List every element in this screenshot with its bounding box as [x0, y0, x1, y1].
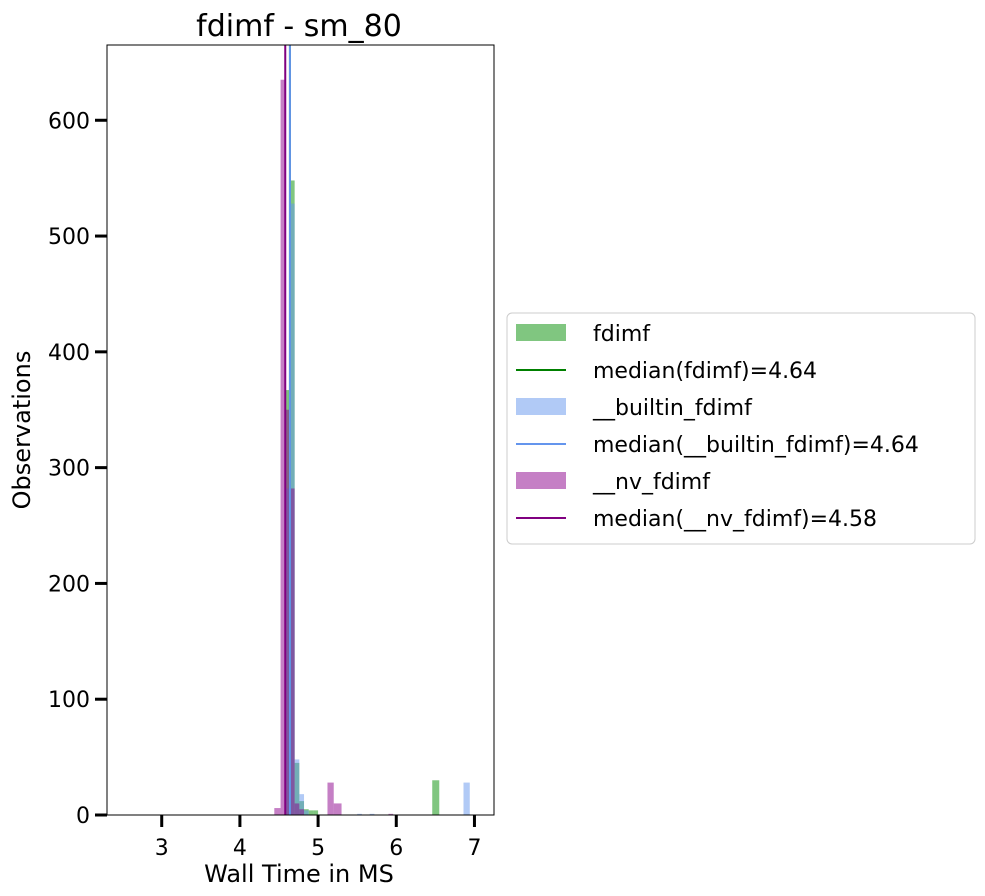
y-tick-label-1: 100 — [48, 688, 90, 713]
legend-swatch-0 — [516, 324, 566, 341]
y-tick-label-6: 600 — [48, 109, 90, 134]
legend-label-4: __nv_fdimf — [592, 470, 711, 495]
bar-series-4-bin-0 — [274, 808, 281, 815]
bar-series-4-bin-5 — [299, 809, 305, 815]
bar-series-4-bin-6 — [327, 782, 334, 815]
legend-label-3: median(__builtin_fdimf)=4.64 — [593, 433, 919, 458]
plot-area — [106, 44, 495, 816]
bar-series-2-bin-7 — [463, 782, 470, 815]
plot-frame — [106, 44, 495, 816]
x-tick-label-1: 4 — [233, 836, 247, 861]
legend-box — [506, 312, 976, 545]
bar-series-2-bin-5 — [357, 813, 362, 815]
x-tick-label-2: 5 — [311, 836, 325, 861]
bar-series-4-bin-7 — [333, 803, 342, 815]
x-tick-label-4: 7 — [467, 836, 481, 861]
x-axis: 3 4 5 6 7 — [155, 815, 481, 861]
y-axis-label: Observations — [8, 351, 36, 510]
bar-series-4-bin-4 — [294, 803, 300, 815]
bar-series-2-bin-2 — [294, 759, 300, 815]
y-tick-label-4: 400 — [48, 341, 90, 366]
bar-series-2-bin-6 — [369, 813, 375, 815]
legend-label-1: median(fdimf)=4.64 — [593, 359, 817, 384]
x-tick-label-3: 6 — [389, 836, 403, 861]
chart-title: fdimf - sm_80 — [196, 9, 402, 44]
bar-series-2-bin-3 — [299, 794, 305, 815]
legend-label-5: median(__nv_fdimf)=4.58 — [593, 507, 877, 532]
bar-series-0-bin-5 — [308, 810, 314, 815]
bar-series-0-bin-6 — [313, 810, 319, 815]
y-tick-label-3: 300 — [48, 457, 90, 482]
legend-label-2: __builtin_fdimf — [592, 396, 753, 421]
bar-series-4-bin-8 — [388, 813, 394, 815]
legend: fdimf median(fdimf)=4.64 __builtin_fdimfme… — [506, 312, 976, 545]
legend-swatch-4 — [516, 472, 566, 489]
y-tick-label-0: 0 — [76, 804, 90, 829]
y-axis: 0 100 200 300 400 500 600 — [48, 109, 107, 829]
bar-series-0-bin-7 — [432, 780, 440, 815]
bar-series-4-bin-2 — [285, 409, 290, 815]
legend-label-0: fdimf — [593, 322, 651, 347]
y-tick-label-5: 500 — [48, 225, 90, 250]
bar-series-4-bin-1 — [280, 79, 286, 816]
x-axis-label: Wall Time in MS — [204, 860, 394, 888]
bar-series-4-bin-3 — [289, 488, 295, 815]
x-tick-label-0: 3 — [155, 836, 169, 861]
legend-swatch-2 — [516, 398, 566, 415]
bar-series-2-bin-4 — [304, 810, 309, 815]
y-tick-label-2: 200 — [48, 572, 90, 597]
